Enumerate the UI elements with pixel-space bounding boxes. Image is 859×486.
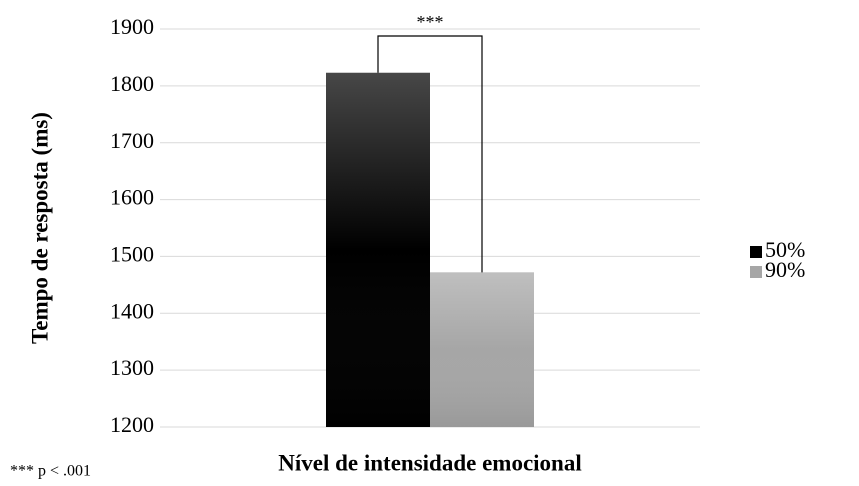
bar-shine [326, 72, 430, 427]
bar-shine [430, 272, 534, 427]
y-tick-label: 1300 [110, 355, 154, 380]
legend-swatch [750, 246, 762, 258]
legend-label: 50% [765, 237, 805, 262]
x-axis-label: Nível de intensidade emocional [278, 450, 581, 475]
y-tick-label: 1600 [110, 185, 154, 210]
y-tick-label: 1500 [110, 241, 154, 266]
significance-bracket [377, 35, 483, 273]
footnote: *** p < .001 [10, 463, 91, 480]
legend-swatch [750, 266, 762, 278]
legend-label: 90% [765, 257, 805, 282]
y-tick-label: 1200 [110, 412, 154, 437]
y-axis-label: Tempo de resposta (ms) [27, 112, 52, 344]
y-tick-label: 1900 [110, 14, 154, 39]
y-tick-label: 1700 [110, 128, 154, 153]
y-tick-label: 1800 [110, 71, 154, 96]
annotation: *** [417, 12, 444, 32]
y-tick-label: 1400 [110, 298, 154, 323]
